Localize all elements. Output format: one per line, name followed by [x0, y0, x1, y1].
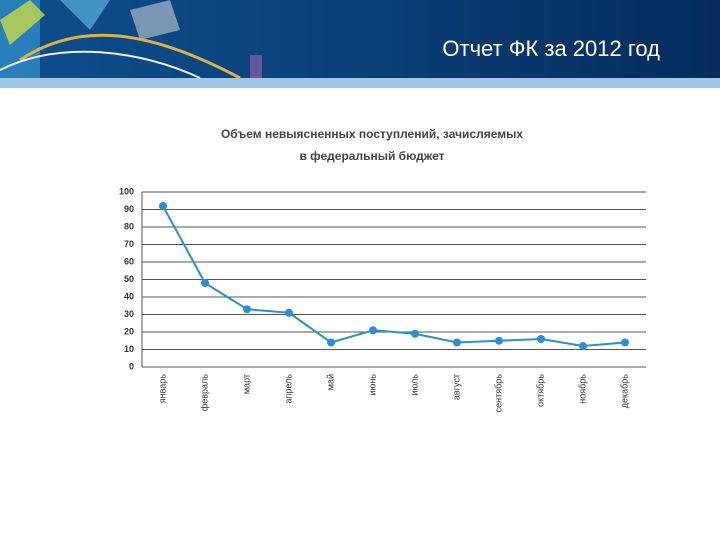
x-tick-label: апрель [283, 374, 293, 404]
x-tick-label: август [451, 374, 461, 400]
data-point [369, 326, 377, 335]
x-tick-label: декабрь [619, 374, 629, 409]
y-tick-label: 60 [124, 256, 134, 266]
data-point [495, 336, 503, 345]
data-line [162, 205, 626, 348]
y-tick-label: 90 [124, 204, 134, 214]
header-stripe [0, 78, 720, 88]
x-tick-label: январь [157, 374, 167, 404]
header-decoration [0, 0, 262, 80]
y-tick-label: 30 [124, 309, 134, 319]
data-point [537, 335, 545, 343]
data-point [453, 338, 461, 347]
header-band [0, 0, 720, 78]
x-tick-label: май [325, 374, 335, 390]
data-point [285, 308, 293, 317]
chart-title: в федеральный бюджет [299, 149, 444, 163]
data-point [579, 342, 587, 350]
y-tick-label: 70 [124, 239, 134, 249]
data-point [159, 202, 167, 210]
x-tick-label: октябрь [535, 374, 545, 407]
data-point [621, 338, 629, 347]
data-point [411, 329, 419, 338]
y-tick-label: 80 [124, 221, 134, 231]
y-tick-label: 0 [129, 361, 134, 371]
y-tick-label: 10 [124, 344, 134, 354]
x-tick-label: июнь [367, 374, 377, 396]
slide-title: Отчет ФК за 2012 год [442, 36, 660, 61]
x-tick-label: сентябрь [493, 374, 503, 413]
data-point [327, 338, 335, 347]
x-tick-label: ноябрь [577, 374, 587, 404]
y-tick-label: 100 [119, 186, 134, 196]
data-point [243, 305, 251, 314]
x-tick-label: март [241, 374, 251, 394]
y-tick-label: 20 [124, 326, 134, 336]
x-tick-label: февраль [199, 374, 209, 411]
data-point [201, 279, 209, 287]
chart-title: Объем невыясненных поступлений, зачисляе… [221, 127, 523, 141]
x-tick-label: июль [409, 374, 419, 396]
y-tick-label: 40 [124, 291, 134, 301]
y-tick-label: 50 [124, 274, 134, 284]
